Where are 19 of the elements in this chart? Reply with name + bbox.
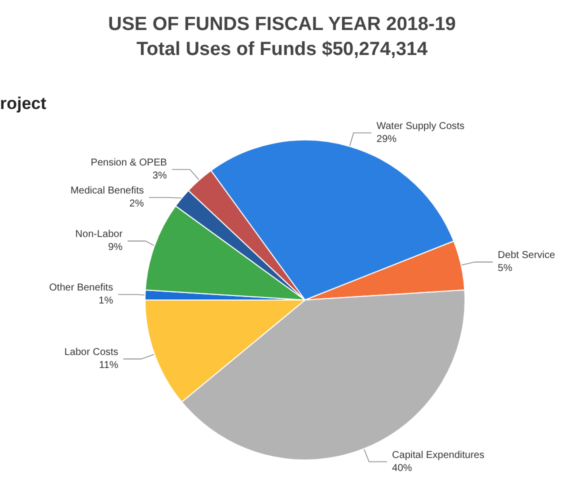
slice-label: Medical Benefits bbox=[70, 185, 144, 196]
data-label: 5% bbox=[498, 263, 512, 274]
slice-label: Other Benefits bbox=[49, 282, 114, 294]
data-label: 1% bbox=[98, 296, 114, 307]
data-label: 2% bbox=[129, 198, 144, 210]
data-label: 9% bbox=[108, 242, 123, 254]
slice-label: Non-Labor bbox=[75, 229, 124, 240]
data-label: 29% bbox=[376, 134, 397, 145]
chart-subtitle: Total Uses of Funds $50,274,314 bbox=[136, 39, 428, 60]
text: roject bbox=[0, 94, 47, 113]
data-label: 11% bbox=[99, 360, 118, 371]
slice-label: Labor Costs bbox=[64, 346, 118, 358]
data-label: 3% bbox=[152, 170, 168, 182]
slice-label: Pension & OPEB bbox=[90, 157, 168, 168]
data-label: 40% bbox=[392, 462, 412, 474]
slice-label: Capital Expenditures bbox=[392, 450, 484, 461]
slice-label: Water Supply Costs bbox=[376, 120, 465, 132]
slice-label: Debt Service bbox=[498, 250, 556, 262]
chart-title: USE OF FUNDS FISCAL YEAR 2018-19 bbox=[108, 14, 456, 35]
